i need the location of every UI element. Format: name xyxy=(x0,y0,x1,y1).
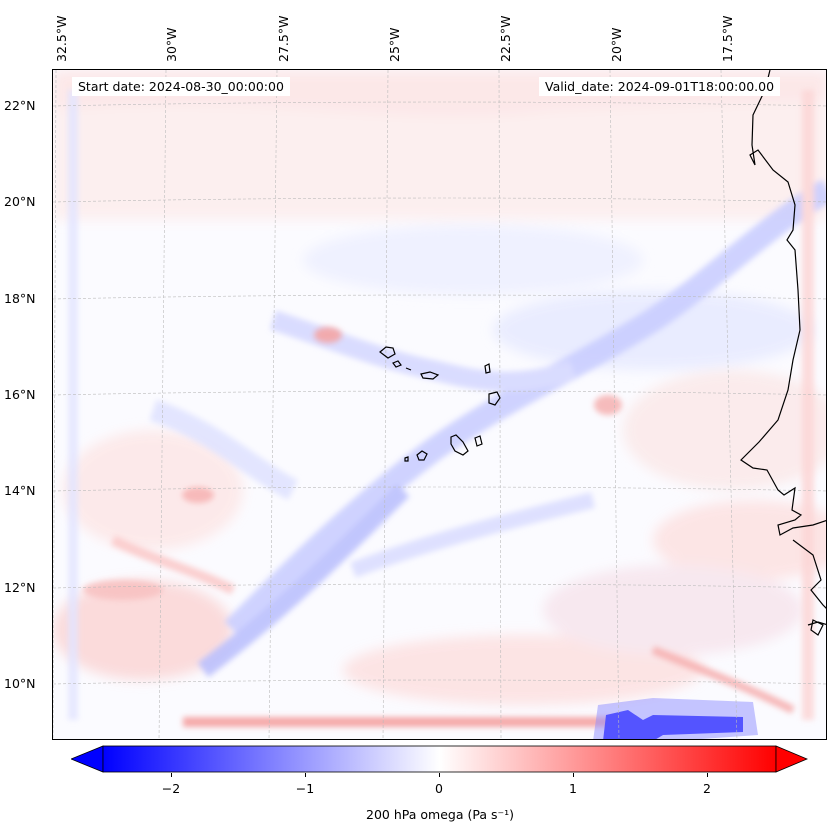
africa-coastline xyxy=(740,70,826,636)
colorbar-gradient xyxy=(102,745,777,773)
lat-label-22n: 22°N xyxy=(4,98,36,113)
field-red-streaks xyxy=(83,327,795,727)
cbar-tick-0: 0 xyxy=(435,781,443,796)
cbar-tickmark-2 xyxy=(707,773,708,777)
lat-label-14n: 14°N xyxy=(4,483,36,498)
colorbar-min-extend xyxy=(69,745,104,773)
lon-label-20w: 20°W xyxy=(609,27,624,62)
lon-label-25w: 25°W xyxy=(387,27,402,62)
cbar-tickmark-1 xyxy=(573,773,574,777)
graticule xyxy=(53,70,826,739)
start-date-label: Start date: 2024-08-30_00:00:00 xyxy=(72,77,290,96)
colorbar xyxy=(69,745,809,773)
cbar-tick-1: 1 xyxy=(569,781,577,796)
lon-label-22.5w: 22.5°W xyxy=(498,15,513,62)
lon-label-32.5w: 32.5°W xyxy=(54,15,69,62)
cbar-tick-2: 2 xyxy=(703,781,711,796)
lon-label-27.5w: 27.5°W xyxy=(276,15,291,62)
cape-verde-islands xyxy=(379,346,501,462)
cbar-tickmark-neg1 xyxy=(305,773,306,777)
omega-field-map xyxy=(53,70,826,739)
colorbar-label: 200 hPa omega (Pa s⁻¹) xyxy=(366,807,514,822)
cbar-tickmark-0 xyxy=(439,773,440,777)
map-panel[interactable] xyxy=(52,69,827,740)
field-strong-blue-patch xyxy=(593,698,758,739)
colorbar-graphic xyxy=(69,745,809,773)
lat-label-10n: 10°N xyxy=(4,676,36,691)
lon-label-30w: 30°W xyxy=(164,27,179,62)
lat-label-20n: 20°N xyxy=(4,194,36,209)
lat-label-12n: 12°N xyxy=(4,580,36,595)
cbar-tick-neg2: −2 xyxy=(161,781,181,796)
colorbar-max-extend xyxy=(775,745,809,773)
lat-label-16n: 16°N xyxy=(4,387,36,402)
cbar-tick-neg1: −1 xyxy=(295,781,315,796)
lon-label-17.5w: 17.5°W xyxy=(720,15,735,62)
cbar-tickmark-neg2 xyxy=(171,773,172,777)
valid-date-label: Valid_date: 2024-09-01T18:00:00.00 xyxy=(539,77,781,96)
lat-label-18n: 18°N xyxy=(4,291,36,306)
